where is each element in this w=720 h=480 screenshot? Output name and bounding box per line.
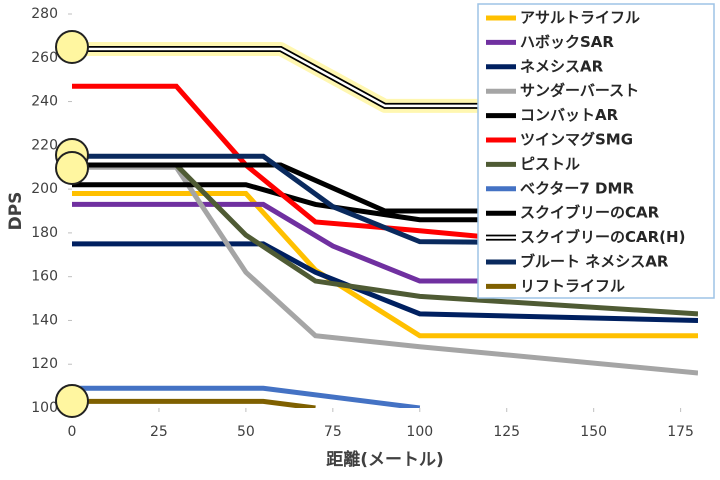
legend-label: スクイブリーのCAR(H) (520, 228, 685, 246)
y-tick-label: 180 (31, 225, 58, 241)
y-tick-label: 160 (31, 269, 58, 285)
y-tick-label: 200 (31, 181, 58, 197)
y-tick-label: 140 (31, 312, 58, 328)
y-tick-label: 100 (31, 400, 58, 416)
y-tick-label: 220 (31, 137, 58, 153)
weapon-icon (55, 151, 89, 185)
legend-label: リフトライフル (520, 277, 625, 295)
series-line (72, 241, 698, 323)
legend-label: スクイブリーのCAR (520, 204, 660, 222)
y-tick-label: 120 (31, 356, 58, 372)
x-tick-label: 0 (68, 424, 77, 440)
y-axis-title: DPS (6, 192, 26, 231)
legend-label: ハボックSAR (520, 33, 614, 51)
x-tick-label: 50 (237, 424, 255, 440)
weapon-icon (55, 30, 89, 64)
legend-box (477, 3, 715, 299)
legend-label: ネメシスAR (520, 57, 604, 75)
x-tick-label: 150 (580, 424, 607, 440)
y-tick-label: 240 (31, 94, 58, 110)
y-tick-label: 260 (31, 50, 58, 66)
legend-label: ブルート ネメシスAR (520, 253, 669, 271)
weapon-icon (55, 384, 89, 418)
x-tick-label: 175 (667, 424, 694, 440)
x-tick-label: 100 (406, 424, 433, 440)
legend-label: ツインマグSMG (520, 131, 633, 149)
legend-label: コンバットAR (520, 106, 619, 124)
weapon-icons (55, 30, 89, 418)
y-tick-label: 280 (31, 6, 58, 22)
legend-label: アサルトライフル (520, 9, 640, 27)
legend-label: ピストル (520, 155, 580, 173)
series-line (72, 385, 421, 408)
legend-label: サンダーバースト (520, 82, 639, 100)
legend-label: ベクター7 DMR (520, 179, 634, 197)
x-tick-label: 75 (324, 424, 342, 440)
x-axis-title: 距離(メートル) (326, 449, 444, 470)
x-tick-label: 125 (493, 424, 520, 440)
series-line (72, 398, 316, 408)
x-tick-label: 25 (150, 424, 168, 440)
